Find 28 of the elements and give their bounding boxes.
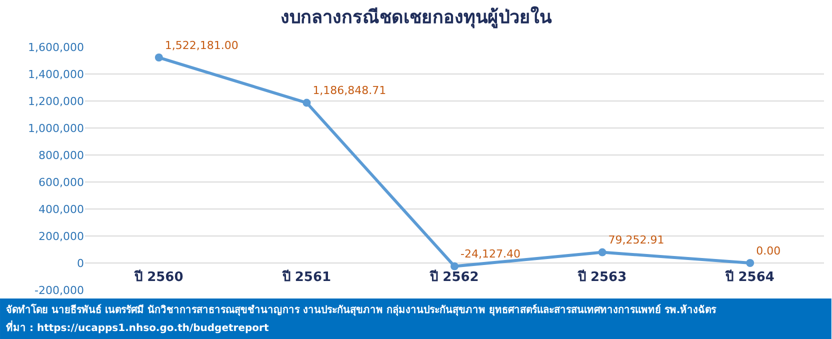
x-tick-label: ปี 2560 bbox=[134, 269, 184, 285]
data-label: 1,186,848.71 bbox=[312, 84, 386, 98]
x-tick-label: ปี 2561 bbox=[281, 269, 332, 285]
y-tick-label: 1,000,000 bbox=[28, 122, 84, 135]
y-tick-label: 400,000 bbox=[38, 202, 84, 216]
text: จัดทำโดย นายธีรพันธ์ เนตรรัศมี นักวิชาการสาธารณสุขชำนาญการ งานประกันสุขภาพ กลุ่มงานประกันสุขภาพ ยุทธศาสตร์และสารสนเทศทางการแพทย์ รพ.ห้างฉัตร bbox=[6, 303, 718, 316]
text: ที่มา : https://ucapps1.nhso.go.th/budgetreport bbox=[6, 320, 269, 334]
y-tick-label: -200,000 bbox=[34, 284, 84, 297]
y-tick-label: 0 bbox=[77, 256, 84, 270]
point bbox=[598, 248, 606, 256]
y-tick-label: 1,400,000 bbox=[28, 68, 84, 81]
y-tick-label: 800,000 bbox=[38, 148, 84, 162]
point bbox=[450, 262, 458, 270]
data-label: 1,522,181.00 bbox=[164, 38, 238, 52]
x-tick-label: ปี 2564 bbox=[724, 269, 774, 285]
y-tick-label: 600,000 bbox=[38, 176, 84, 189]
y-tick-label: 1,600,000 bbox=[28, 40, 84, 54]
chart-title: งบกลางกรณีชดเชยกองทุนผู้ป่วยใน bbox=[280, 6, 552, 29]
y-tick-label: 1,200,000 bbox=[28, 94, 84, 108]
data-label: -24,127.40 bbox=[460, 248, 520, 261]
data-label: 79,252.91 bbox=[608, 234, 664, 247]
point bbox=[154, 54, 163, 62]
data-label: 0.00 bbox=[756, 244, 781, 258]
point bbox=[746, 259, 754, 267]
point bbox=[302, 98, 311, 107]
x-tick-label: ปี 2563 bbox=[576, 269, 627, 285]
x-tick-label: ปี 2562 bbox=[429, 269, 479, 285]
y-tick-label: 200,000 bbox=[38, 230, 84, 243]
